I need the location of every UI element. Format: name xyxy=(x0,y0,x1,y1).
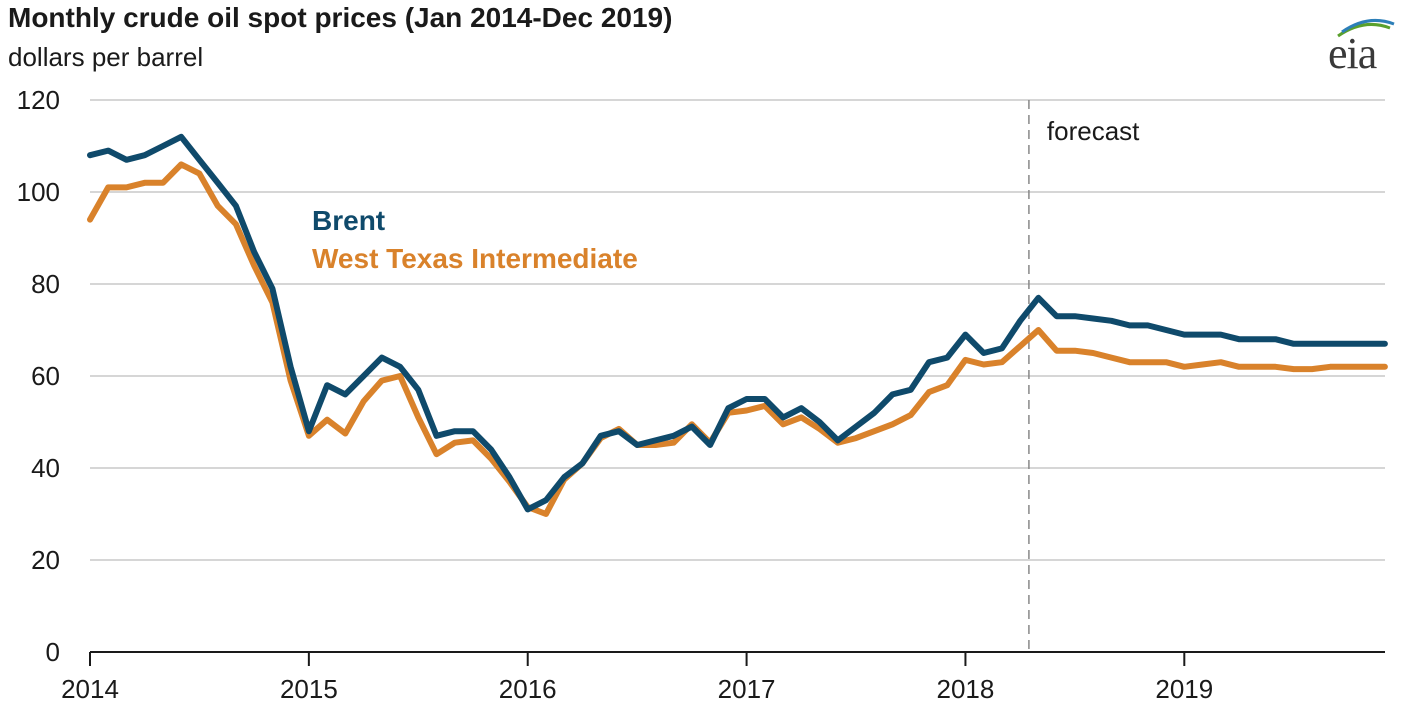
eia-logo: eia xyxy=(1324,14,1396,78)
x-tick-label: 2017 xyxy=(718,674,776,704)
y-tick-label: 100 xyxy=(17,177,60,207)
eia-logo-arc-icon xyxy=(1337,18,1395,38)
x-tick-label: 2016 xyxy=(499,674,557,704)
grid-lines xyxy=(90,99,1385,561)
y-tick-label: 40 xyxy=(31,453,60,483)
forecast-marker: forecast xyxy=(1028,100,1140,652)
y-tick-label: 80 xyxy=(31,269,60,299)
x-tick-label: 2015 xyxy=(280,674,338,704)
series-lines xyxy=(87,133,1388,517)
chart-subtitle: dollars per barrel xyxy=(8,42,204,72)
x-tick-label: 2019 xyxy=(1155,674,1213,704)
x-tick-label: 2014 xyxy=(61,674,119,704)
eia-logo-text: eia xyxy=(1328,29,1377,78)
y-tick-label: 20 xyxy=(31,545,60,575)
y-axis-ticks: 0 20 40 60 80 100 120 xyxy=(17,85,60,667)
series-line-brent xyxy=(87,133,1388,513)
legend-wti: West Texas Intermediate xyxy=(312,243,638,274)
legend: Brent West Texas Intermediate xyxy=(312,205,638,274)
x-axis: 2014 2015 2016 2017 2018 2019 xyxy=(61,651,1385,704)
chart-title: Monthly crude oil spot prices (Jan 2014-… xyxy=(8,2,673,33)
y-tick-label: 120 xyxy=(17,85,60,115)
legend-brent: Brent xyxy=(312,205,385,236)
y-tick-label: 0 xyxy=(46,637,60,667)
y-tick-label: 60 xyxy=(31,361,60,391)
forecast-label: forecast xyxy=(1047,116,1140,146)
x-tick-label: 2018 xyxy=(937,674,995,704)
